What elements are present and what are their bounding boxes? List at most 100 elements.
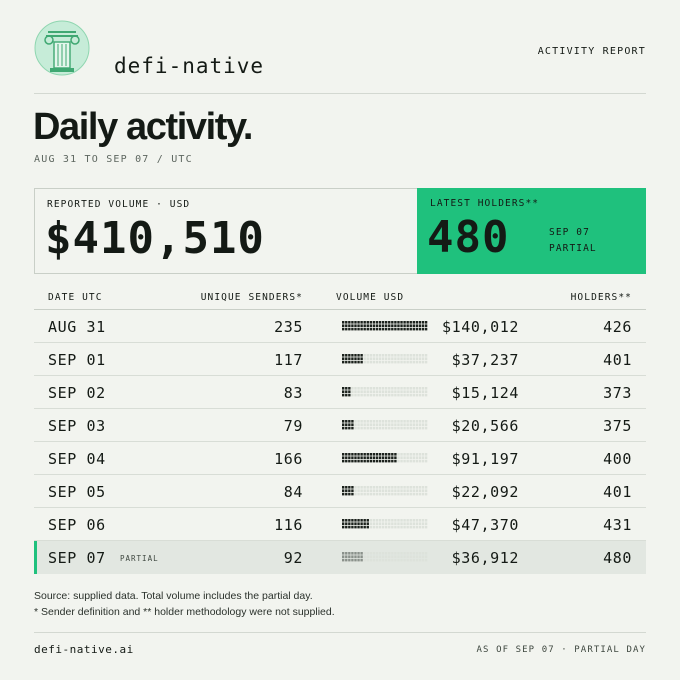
volume-bar-empty-cell — [375, 555, 379, 558]
volume-bar-empty-cell — [406, 525, 409, 529]
volume-bar-filled-cell — [360, 327, 363, 331]
source-note: Source: supplied data. Total volume incl… — [34, 590, 313, 602]
volume-bar-filled-cell — [357, 354, 360, 357]
volume-bar-empty-cell — [397, 492, 400, 496]
volume-bar-filled-cell — [345, 390, 348, 393]
volume-bar-empty-cell — [372, 420, 376, 423]
volume-bar-empty-cell — [418, 390, 422, 393]
volume-bar-empty-cell — [406, 486, 409, 489]
volume-bar-filled-cell — [421, 324, 425, 327]
volume-bar-empty-cell — [403, 390, 406, 393]
volume-bar-filled-cell — [391, 321, 394, 324]
volume-bar-empty-cell — [412, 519, 416, 522]
volume-bar-empty-cell — [375, 519, 379, 522]
volume-bar-filled-cell — [424, 321, 428, 324]
volume-bar-filled-cell — [342, 387, 345, 390]
volume-bar-empty-cell — [424, 393, 428, 397]
volume-bar-empty-cell — [360, 387, 363, 390]
volume-bar-empty-cell — [394, 423, 397, 426]
row-senders: 84 — [283, 483, 303, 501]
volume-bar-empty-cell — [412, 555, 416, 558]
volume-bar-filled-cell — [360, 357, 363, 360]
volume-bar-empty-cell — [366, 423, 369, 426]
volume-bar-empty-cell — [409, 525, 412, 529]
volume-bar-empty-cell — [412, 525, 416, 529]
volume-bar-empty-cell — [409, 555, 412, 558]
volume-bar-empty-cell — [391, 525, 394, 529]
volume-bar-filled-cell — [360, 321, 363, 324]
volume-bar-empty-cell — [388, 555, 391, 558]
volume-bar-empty-cell — [412, 558, 416, 562]
volume-bar-empty-cell — [375, 420, 379, 423]
volume-bar-empty-cell — [424, 390, 428, 393]
volume-bar-empty-cell — [381, 558, 385, 562]
volume-bar-empty-cell — [391, 426, 394, 430]
volume-bar-empty-cell — [375, 423, 379, 426]
table-row: SEP 02 83 $15,124 373 — [34, 376, 646, 409]
volume-bar-empty-cell — [400, 522, 403, 525]
volume-bar-empty-cell — [412, 489, 416, 492]
volume-bar-filled-cell — [357, 456, 360, 459]
volume-bar — [342, 519, 428, 529]
volume-bar-empty-cell — [363, 423, 366, 426]
reported-volume-card: REPORTED VOLUME · USD $410,510 — [34, 188, 417, 274]
volume-bar-filled-cell — [345, 357, 348, 360]
volume-bar-filled-cell — [381, 324, 385, 327]
volume-bar-filled-cell — [345, 459, 348, 463]
volume-bar-filled-cell — [348, 360, 351, 364]
volume-bar-filled-cell — [391, 327, 394, 331]
volume-bar-empty-cell — [403, 423, 406, 426]
volume-bar-filled-cell — [360, 558, 363, 562]
volume-bar-empty-cell — [421, 552, 425, 555]
volume-bar-empty-cell — [403, 387, 406, 390]
table-row: SEP 07 PARTIAL 92 $36,912 480 — [34, 541, 646, 574]
volume-bar-filled-cell — [397, 321, 400, 324]
table-row: AUG 31 235 $140,012 426 — [34, 310, 646, 343]
volume-bar-filled-cell — [354, 525, 357, 529]
volume-bar-empty-cell — [388, 519, 391, 522]
volume-bar-empty-cell — [378, 489, 382, 492]
volume-bar-empty-cell — [360, 489, 363, 492]
volume-bar-filled-cell — [394, 459, 397, 463]
volume-bar-filled-cell — [354, 357, 357, 360]
volume-bar-filled-cell — [369, 327, 373, 331]
volume-bar-empty-cell — [378, 426, 382, 430]
volume-bar-empty-cell — [375, 357, 379, 360]
volume-bar-empty-cell — [412, 456, 416, 459]
volume-bar-empty-cell — [375, 426, 379, 430]
volume-bar-empty-cell — [412, 453, 416, 456]
row-volume: $140,012 — [441, 318, 519, 336]
volume-bar-empty-cell — [400, 555, 403, 558]
volume-bar-empty-cell — [409, 426, 412, 430]
volume-bar-empty-cell — [394, 393, 397, 397]
volume-bar-empty-cell — [424, 558, 428, 562]
volume-bar-empty-cell — [351, 393, 354, 397]
volume-bar-filled-cell — [406, 327, 409, 331]
volume-bar-empty-cell — [415, 552, 419, 555]
volume-bar-empty-cell — [391, 360, 394, 364]
volume-bar-filled-cell — [369, 453, 373, 456]
volume-bar-empty-cell — [403, 459, 406, 463]
volume-bar-filled-cell — [345, 519, 348, 522]
volume-bar-filled-cell — [348, 489, 351, 492]
volume-bar-filled-cell — [342, 327, 345, 331]
volume-bar-empty-cell — [406, 423, 409, 426]
volume-bar-empty-cell — [388, 393, 391, 397]
volume-bar-empty-cell — [375, 354, 379, 357]
volume-bar-empty-cell — [378, 492, 382, 496]
table-body: AUG 31 235 $140,012 426 SEP 01 117 $37,237 401 S… — [34, 310, 646, 574]
volume-bar-empty-cell — [409, 387, 412, 390]
volume-bar-empty-cell — [403, 357, 406, 360]
volume-bar-empty-cell — [369, 555, 373, 558]
volume-bar-filled-cell — [424, 324, 428, 327]
volume-bar-filled-cell — [363, 453, 366, 456]
volume-bar-filled-cell — [360, 555, 363, 558]
volume-bar-filled-cell — [354, 456, 357, 459]
volume-bar-empty-cell — [372, 552, 376, 555]
volume-bar-filled-cell — [345, 555, 348, 558]
volume-bar-empty-cell — [397, 555, 400, 558]
volume-bar-filled-cell — [348, 525, 351, 529]
volume-bar-empty-cell — [424, 423, 428, 426]
volume-bar-empty-cell — [357, 423, 360, 426]
volume-bar-filled-cell — [348, 390, 351, 393]
